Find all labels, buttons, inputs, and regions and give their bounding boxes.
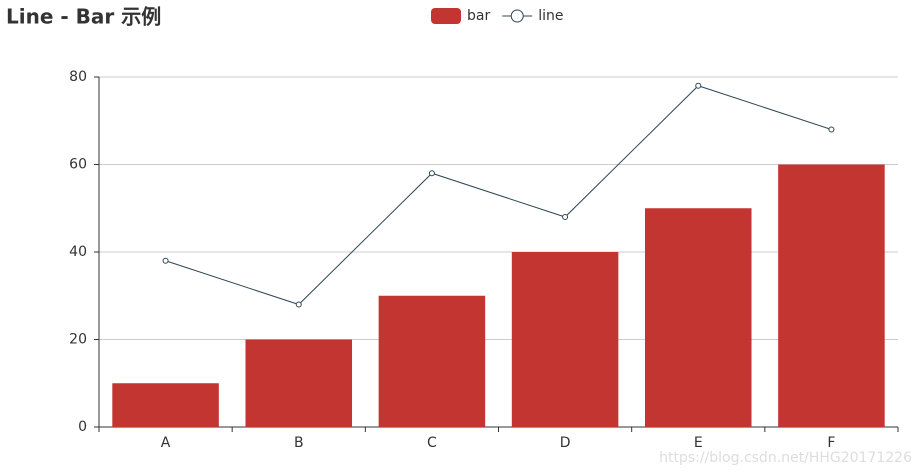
legend-label: bar: [467, 8, 490, 24]
legend-label: line: [538, 8, 563, 24]
x-tick-label: B: [294, 435, 304, 451]
x-tick-label: A: [161, 435, 171, 451]
y-tick-label: 0: [78, 419, 87, 435]
line-point: [828, 126, 835, 133]
legend-icon: [431, 8, 461, 24]
x-tick-label: E: [694, 435, 703, 451]
chart-title: Line - Bar 示例: [6, 5, 161, 29]
watermark: https://blog.csdn.net/HHG20171226: [659, 450, 912, 466]
line-point: [562, 214, 569, 220]
bar: [378, 295, 486, 427]
y-tick-label: 20: [69, 332, 87, 348]
bar: [644, 208, 752, 427]
line-point: [695, 82, 702, 89]
line-point: [295, 301, 302, 308]
y-tick-label: 60: [69, 157, 87, 173]
x-tick-label: F: [827, 435, 835, 451]
line-point: [428, 170, 435, 177]
bar: [245, 339, 353, 427]
bar: [112, 383, 219, 427]
bar: [778, 164, 885, 427]
y-tick-label: 40: [69, 244, 87, 260]
x-tick-label: D: [560, 435, 571, 451]
line-point: [162, 257, 169, 264]
y-tick-label: 80: [69, 69, 87, 85]
line: [165, 85, 832, 306]
bar: [511, 252, 619, 427]
legend-icon: [510, 9, 524, 23]
x-tick-label: C: [427, 435, 437, 451]
